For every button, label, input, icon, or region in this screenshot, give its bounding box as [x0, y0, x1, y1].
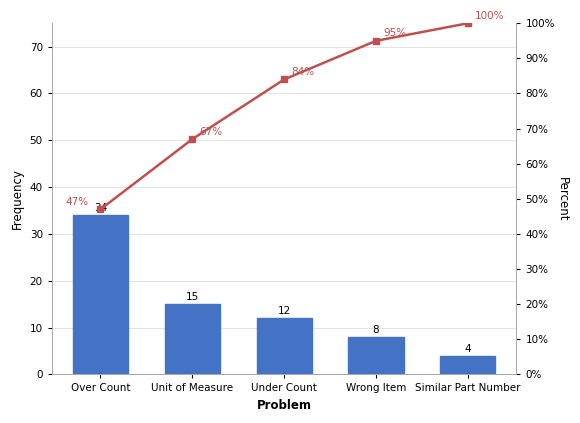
Bar	[440, 356, 495, 374]
Bar	[165, 304, 220, 374]
Text: 95%: 95%	[383, 28, 407, 38]
Text: 8: 8	[373, 325, 379, 335]
X-axis label: Problem: Problem	[256, 399, 311, 412]
Text: 34: 34	[94, 203, 107, 213]
Y-axis label: Frequency: Frequency	[11, 168, 24, 229]
Text: 47%: 47%	[66, 197, 89, 207]
Text: 15: 15	[186, 292, 199, 302]
Text: 84%: 84%	[292, 67, 314, 77]
Text: 67%: 67%	[200, 127, 223, 137]
Bar	[256, 318, 311, 374]
Text: 12: 12	[277, 306, 291, 316]
Bar	[349, 337, 404, 374]
Text: 4: 4	[465, 344, 471, 354]
Y-axis label: Percent: Percent	[556, 176, 569, 221]
Bar	[73, 215, 128, 374]
Text: 100%: 100%	[475, 11, 505, 21]
